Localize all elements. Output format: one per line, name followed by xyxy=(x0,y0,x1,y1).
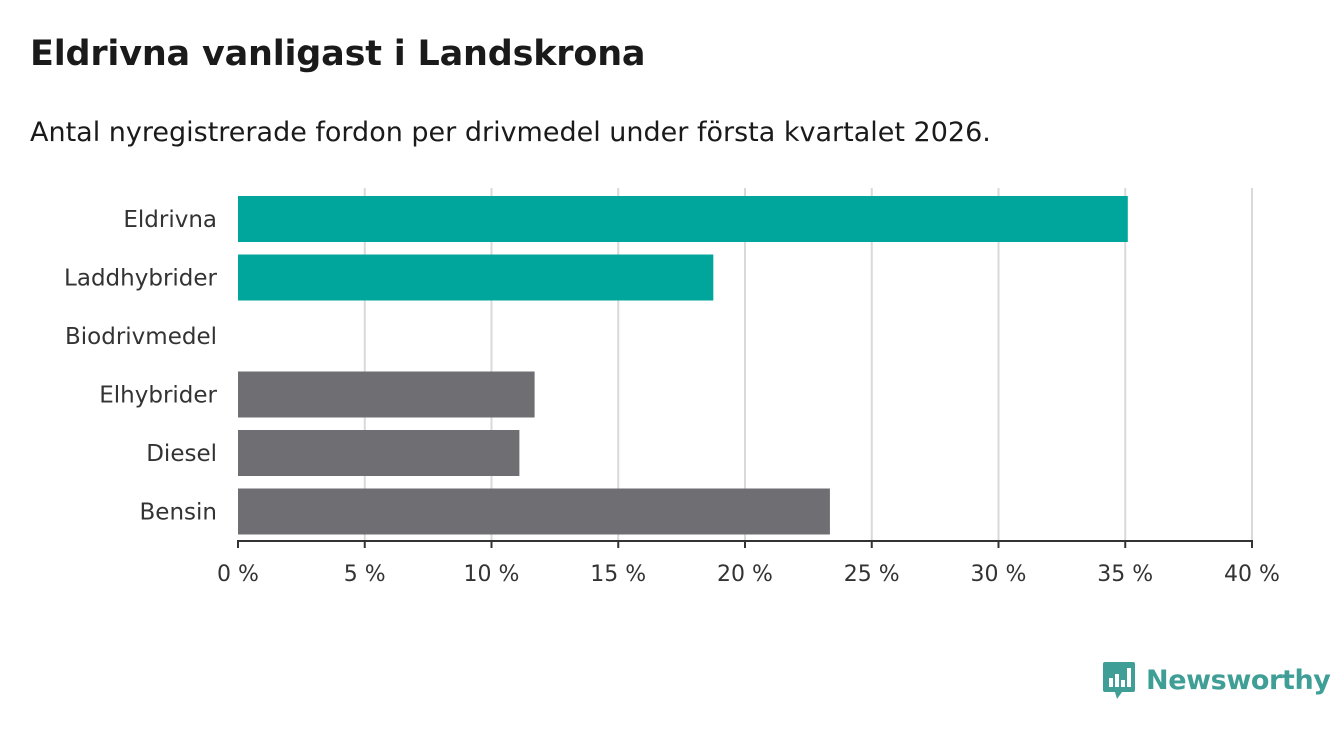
newsworthy-logo-icon xyxy=(1103,662,1135,699)
bar-bensin[interactable] xyxy=(238,488,830,535)
x-tick-label: 10 % xyxy=(464,562,520,587)
x-tick-label: 0 % xyxy=(217,562,259,587)
x-tick-label: 15 % xyxy=(590,562,646,587)
bar-eldrivna[interactable] xyxy=(238,196,1128,242)
category-label: Biodrivmedel xyxy=(65,324,217,350)
x-tick-label: 40 % xyxy=(1224,562,1280,587)
x-tick-label: 5 % xyxy=(344,562,386,587)
category-labels: Eldrivna Laddhybrider Biodrivmedel Elhybrid… xyxy=(64,207,217,526)
bar-diesel[interactable] xyxy=(238,430,520,476)
newsworthy-logo[interactable]: Newsworthy xyxy=(1102,660,1331,700)
x-axis: 0 % 5 % 10 % 15 % 20 % 25 % 30 % 35 % 40 % xyxy=(217,540,1280,587)
chart-subtitle: Antal nyregistrerade fordon per drivmede… xyxy=(30,117,991,148)
x-tick-label: 30 % xyxy=(971,562,1027,587)
category-label: Bensin xyxy=(140,500,217,526)
x-tick-label: 25 % xyxy=(844,562,900,587)
chart-title: Eldrivna vanligast i Landskrona xyxy=(30,34,646,74)
x-tick-label: 20 % xyxy=(717,562,773,587)
bars xyxy=(238,196,1128,535)
newsworthy-logo-text: Newsworthy xyxy=(1146,664,1331,696)
category-label: Diesel xyxy=(146,441,217,467)
bar-laddhybrider[interactable] xyxy=(238,254,714,301)
bar-elhybrider[interactable] xyxy=(238,371,535,418)
category-label: Laddhybrider xyxy=(64,266,217,292)
x-tick-label: 35 % xyxy=(1097,562,1153,587)
category-label: Eldrivna xyxy=(123,207,217,233)
category-label: Elhybrider xyxy=(99,383,217,409)
grid-lines xyxy=(363,188,1253,541)
